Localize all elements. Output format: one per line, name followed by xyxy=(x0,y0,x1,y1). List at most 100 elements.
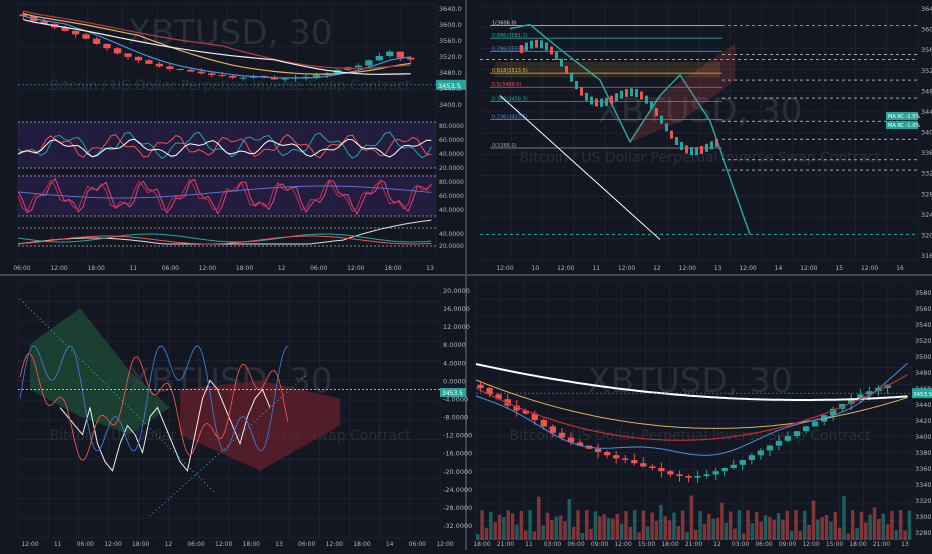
volume-bar xyxy=(829,521,833,540)
rsi-band xyxy=(18,122,436,168)
volume-bar xyxy=(807,524,811,540)
time-tick-label: 06:00 xyxy=(77,541,94,548)
candle-body xyxy=(558,432,566,438)
time-axis: 12:00 10 12:00 11 12:00 12 12:00 13 12:00 14 12:00… xyxy=(496,265,904,272)
price-tick-label: 3320.0 xyxy=(915,497,932,505)
volume-bar xyxy=(702,523,707,540)
candle-body xyxy=(670,130,673,139)
watermark-symbol: XBTUSD, 30 xyxy=(598,91,803,131)
time-tick-label: 13 xyxy=(275,541,283,548)
volume-bar xyxy=(667,520,672,540)
candle-body xyxy=(630,88,633,97)
volume-bar xyxy=(484,527,489,540)
price-tick-label: 3300.0 xyxy=(915,513,932,521)
candle-body xyxy=(667,471,674,475)
volume-bar xyxy=(837,527,842,540)
price-tick-label: 3520.0 xyxy=(439,53,462,61)
candle-body xyxy=(229,75,237,78)
candle-body xyxy=(739,460,746,465)
candle-body xyxy=(375,56,384,61)
candle-body xyxy=(550,46,553,55)
fib-level-label: 0.886(3581.3) xyxy=(492,33,528,39)
candle-body xyxy=(748,455,755,460)
price-tick-label: -16.0000 xyxy=(443,450,472,458)
volume-bar xyxy=(685,532,689,540)
price-tick-label: 3600.0 xyxy=(439,21,462,29)
candle-body xyxy=(730,464,737,468)
moving-averages xyxy=(475,362,912,456)
price-tick-label: -28.0000 xyxy=(443,504,472,512)
last-price-tag xyxy=(440,388,466,397)
candle-body xyxy=(312,75,321,77)
candle-body xyxy=(530,40,533,49)
time-tick-label: 06:00 xyxy=(755,541,772,548)
candle-body xyxy=(884,384,891,388)
price-tick-label: -4.0000 xyxy=(443,395,468,403)
candle-body xyxy=(620,90,623,99)
candle-body xyxy=(187,69,195,72)
time-tick-label: 12 xyxy=(278,265,286,272)
price-tick-label: 3520.0 xyxy=(921,67,932,75)
candle-body xyxy=(520,45,523,54)
candle-body xyxy=(522,410,529,414)
volume-bar xyxy=(781,519,785,540)
volume-bar xyxy=(532,531,537,540)
time-tick-label: 12:00 xyxy=(861,265,878,272)
candle-body xyxy=(703,474,710,476)
price-tick-label: 8.0000 xyxy=(443,341,466,349)
candle-body xyxy=(848,399,855,404)
volume-bar xyxy=(619,523,624,540)
top-left-chart[interactable]: XBTUSD, 30 Bitcoin / US Dollar Perpetual… xyxy=(13,3,466,272)
volume-bar xyxy=(707,513,711,540)
candle-body xyxy=(124,53,132,57)
candle-body xyxy=(396,51,404,58)
candle-body xyxy=(700,145,703,154)
ma-white xyxy=(23,19,411,75)
zone-shape xyxy=(495,62,720,78)
time-tick-label: 12 xyxy=(713,541,721,548)
candle-body xyxy=(477,384,484,388)
stoch-k xyxy=(17,177,432,216)
time-tick-label: 12:00 xyxy=(326,541,343,548)
volume-bar xyxy=(877,518,881,540)
volume-bar xyxy=(833,511,838,540)
price-tick-label: 3360.0 xyxy=(915,465,932,473)
bottom-left-chart[interactable]: XBTUSD, 30 Bitcoin / US Dollar Perpetual… xyxy=(17,281,472,548)
price-tick-label: -12.0000 xyxy=(443,432,472,440)
time-tick-label: 18:00 xyxy=(661,541,678,548)
volume-bar xyxy=(728,511,733,540)
candle-body xyxy=(176,69,185,70)
price-tick-label: 3440.0 xyxy=(921,108,932,116)
price-tick-label: 3400.0 xyxy=(439,101,462,109)
candle-body xyxy=(567,437,575,443)
moving-averages: 3453.5 xyxy=(18,10,466,90)
volume-bar xyxy=(550,519,554,540)
candle-body xyxy=(802,426,810,432)
price-tick-label: 3440.0 xyxy=(439,85,462,93)
volume-bar xyxy=(554,516,558,540)
candle-body xyxy=(40,21,48,24)
candle-body xyxy=(549,426,557,433)
cloud-red xyxy=(180,380,340,471)
oscillator-axis: 20.0000 16.0000 12.0000 8.0000 4.0000 0.0000 -… xyxy=(440,287,472,530)
candle-body xyxy=(82,34,90,39)
candle-body xyxy=(590,96,593,105)
price-tick-label: 3560.0 xyxy=(921,46,932,54)
last-price-label: 3453.5 xyxy=(913,392,932,398)
indicator-tick-label: 40.0000 xyxy=(439,231,464,238)
price-tick-label: 3200.0 xyxy=(921,231,932,239)
time-tick-label: 21:00 xyxy=(497,541,514,548)
top-right-chart[interactable]: XBTUSD, 30 Bitcoin / US Dollar Perpetual… xyxy=(479,5,932,272)
ma-20 xyxy=(475,362,908,456)
candle-body xyxy=(715,138,718,147)
candle-body xyxy=(610,95,613,104)
candle-body xyxy=(155,63,164,67)
bottom-right-chart[interactable]: XBTUSD, 30 Bitcoin / US Dollar Perpetual… xyxy=(473,281,932,548)
price-tick-label: 3380.0 xyxy=(915,449,932,457)
volume-bar xyxy=(859,511,864,540)
last-price-label: 3453.5 xyxy=(438,82,461,90)
candle-body xyxy=(830,408,837,416)
volume-bar xyxy=(589,528,593,540)
time-tick-label: 18:00 xyxy=(132,541,149,548)
time-tick-label: 09:00 xyxy=(591,541,608,548)
